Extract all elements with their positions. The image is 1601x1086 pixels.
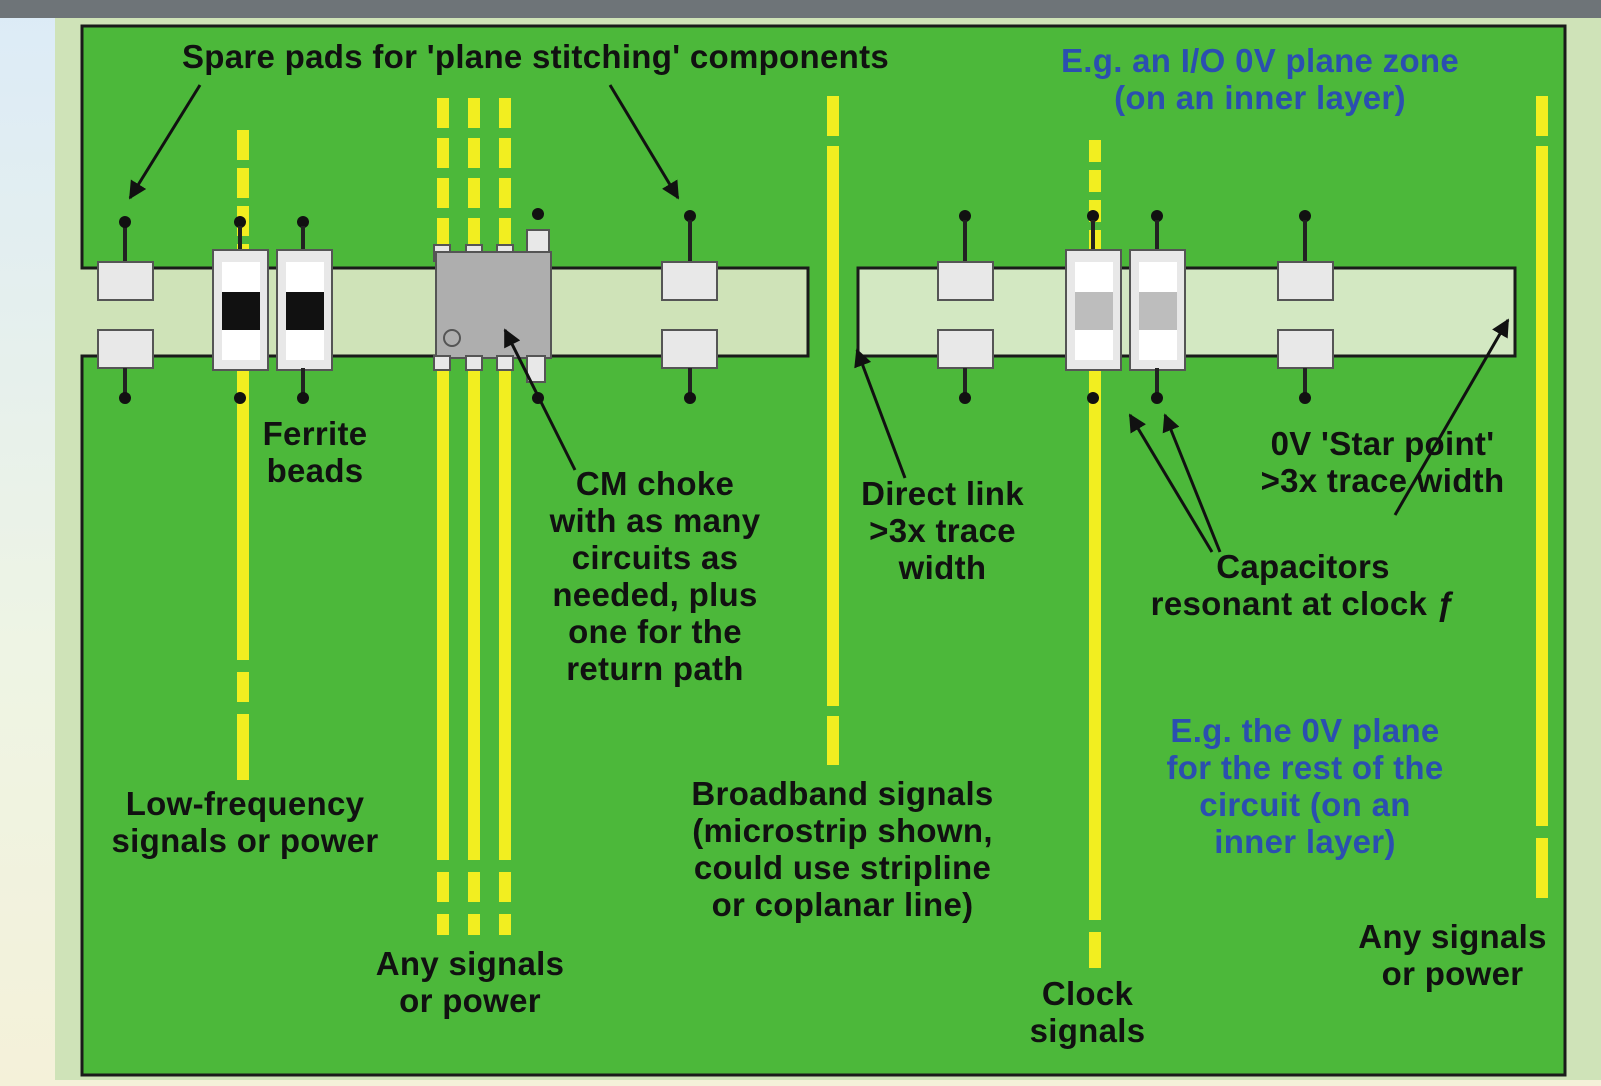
label-capacitors: Capacitors resonant at clock ƒ — [1150, 548, 1456, 622]
label-broadband: Broadband signals (microstrip shown, cou… — [691, 775, 994, 923]
arrow-direct-link — [854, 348, 907, 479]
spare-pad-pair-2 — [661, 210, 718, 404]
label-clock-signals: Clock signals — [1029, 975, 1146, 1049]
spare-pad-pair-1 — [97, 216, 154, 404]
spare-pad-pair-4 — [1277, 210, 1334, 404]
label-rest-plane: E.g. the 0V plane for the rest of the ci… — [1166, 712, 1444, 860]
arrow-capacitor-2 — [1162, 413, 1222, 553]
components — [97, 208, 1334, 404]
spare-pad-pair-3 — [937, 210, 994, 404]
signal-traces — [237, 96, 1548, 968]
arrow-cm-choke — [503, 328, 577, 471]
arrow-spare-pads-left — [128, 84, 202, 200]
capacitor-2 — [1129, 210, 1186, 404]
label-ferrite-beads: Ferrite beads — [262, 415, 368, 489]
capacitor-1 — [1065, 210, 1122, 404]
label-cm-choke: CM choke with as many circuits as needed… — [549, 465, 761, 687]
label-low-frequency: Low-frequency signals or power — [111, 785, 379, 859]
label-io-zone: E.g. an I/O 0V plane zone (on an inner l… — [1060, 42, 1460, 116]
ferrite-bead-2 — [276, 216, 333, 404]
label-any-signals-right: Any signals or power — [1358, 918, 1547, 992]
ground-plane — [80, 24, 1567, 1077]
arrow-star-point — [1393, 318, 1510, 516]
arrow-spare-pads-right — [608, 84, 680, 200]
arrow-capacitor-1 — [1128, 413, 1214, 553]
cm-choke — [433, 208, 552, 404]
label-spare-pads: Spare pads for 'plane stitching' compone… — [181, 38, 890, 75]
label-any-signals-left: Any signals or power — [375, 945, 565, 1019]
label-direct-link: Direct link >3x trace width — [861, 475, 1024, 586]
leader-arrows — [128, 84, 1510, 553]
ferrite-bead-1 — [212, 216, 269, 404]
window-top-strip — [0, 0, 1601, 18]
label-star-point: 0V 'Star point' >3x trace width — [1260, 425, 1505, 499]
